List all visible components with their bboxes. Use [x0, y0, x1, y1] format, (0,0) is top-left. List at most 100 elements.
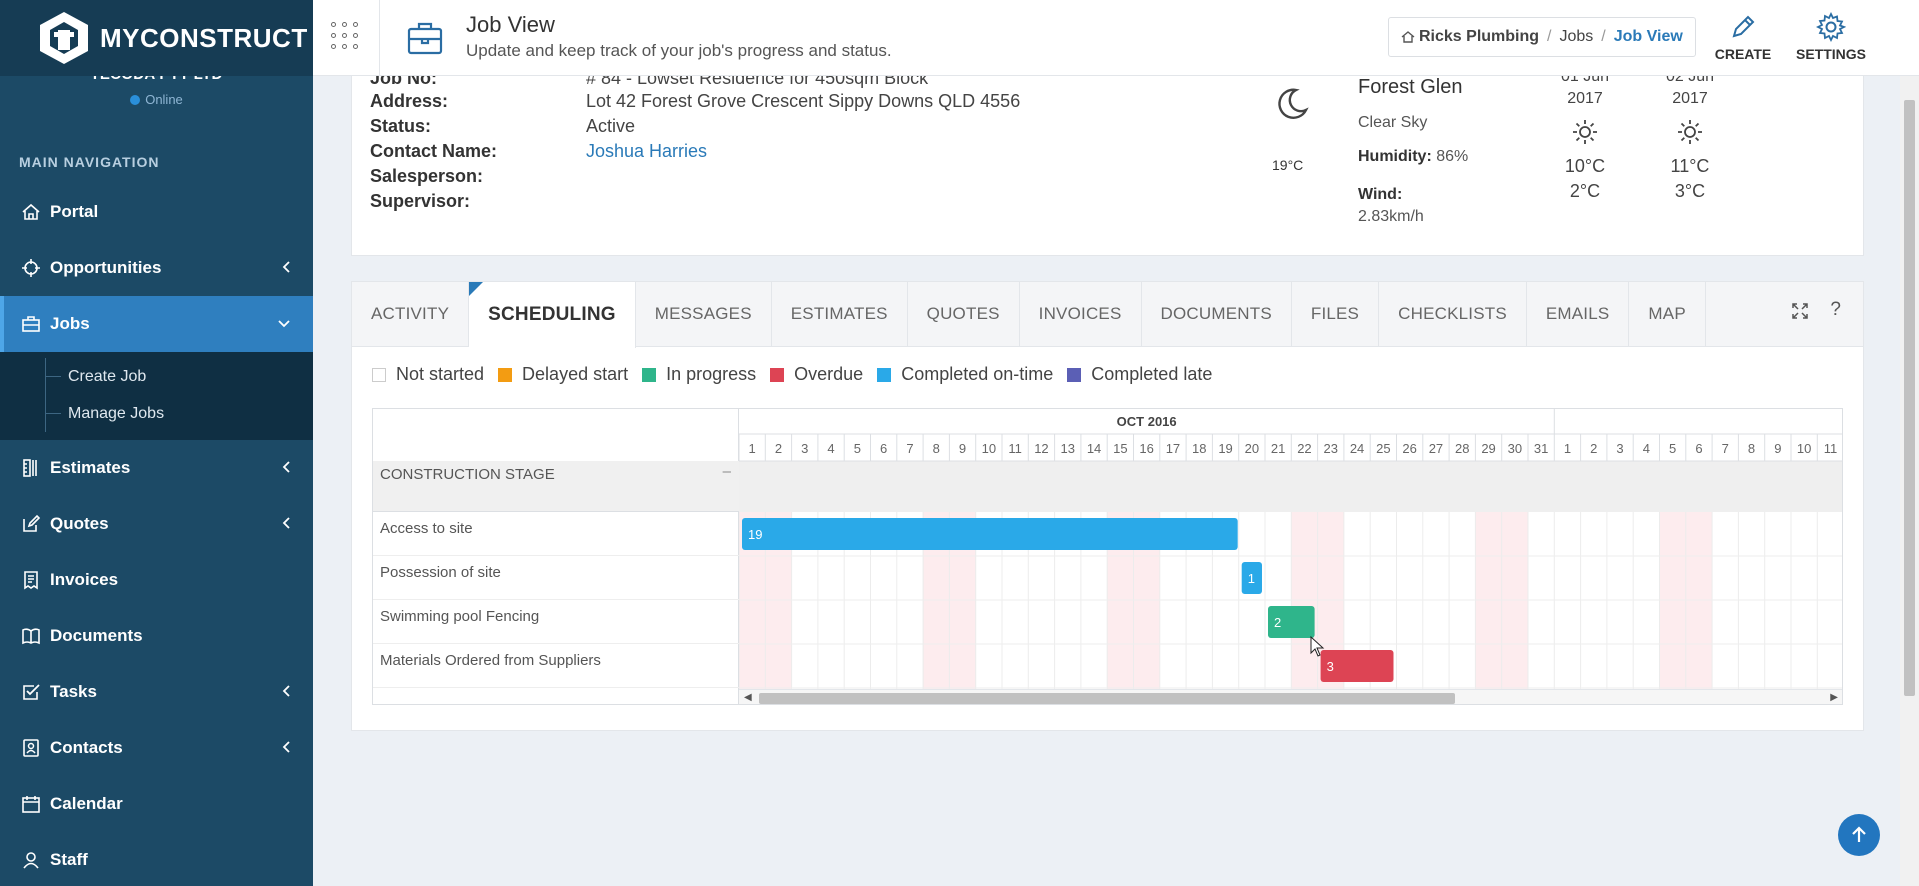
- gantt-group-row[interactable]: CONSTRUCTION STAGE –: [373, 461, 739, 512]
- day-label: 17: [1166, 441, 1180, 456]
- breadcrumb-ricks-plumbing[interactable]: Ricks Plumbing: [1419, 28, 1540, 45]
- tab-messages[interactable]: MESSAGES: [636, 282, 772, 346]
- main-content: Job No: # 84 - Lowset Residence for 450s…: [313, 76, 1900, 886]
- gantt-task-row[interactable]: Access to site: [373, 512, 739, 556]
- chevron-left-icon: [281, 260, 291, 279]
- tab-quotes[interactable]: QUOTES: [908, 282, 1020, 346]
- nav-item-jobs[interactable]: Jobs: [0, 296, 313, 352]
- day-label: 6: [880, 441, 887, 456]
- scroll-right-icon[interactable]: ▶: [1830, 692, 1838, 703]
- help-icon[interactable]: ?: [1830, 299, 1841, 320]
- day-label: 26: [1402, 441, 1416, 456]
- collapse-toggle[interactable]: –: [722, 463, 731, 480]
- gantt-scrollbar[interactable]: ◀ ▶: [739, 689, 1842, 704]
- task-bar: [1320, 650, 1394, 682]
- logo-bar[interactable]: MYCONSTRUCT: [0, 0, 313, 76]
- tab-documents[interactable]: DOCUMENTS: [1142, 282, 1292, 346]
- nav-label: Staff: [50, 850, 88, 869]
- chevron-left-icon: [281, 684, 291, 703]
- sub-item-create-job[interactable]: Create Job: [0, 358, 313, 395]
- day-label: 24: [1350, 441, 1364, 456]
- gantt-task-row[interactable]: Swimming pool Fencing: [373, 600, 739, 644]
- status-legend: Not started Delayed start In progress Ov…: [372, 364, 1226, 385]
- day-label: 1: [749, 441, 756, 456]
- page-scroll-thumb[interactable]: [1904, 100, 1915, 696]
- legend-item: Not started: [372, 364, 484, 385]
- scheduling-panel: ACTIVITY SCHEDULING MESSAGES ESTIMATES Q…: [351, 281, 1864, 731]
- nav-item-invoices[interactable]: Invoices: [0, 552, 313, 608]
- tab-map[interactable]: MAP: [1629, 282, 1706, 346]
- scroll-thumb[interactable]: [759, 693, 1455, 704]
- nav-label: Tasks: [50, 682, 97, 701]
- scroll-left-icon[interactable]: ◀: [744, 692, 752, 703]
- tab-checklists[interactable]: CHECKLISTS: [1379, 282, 1527, 346]
- day-label: 5: [1669, 441, 1676, 456]
- top-bar: Job View Update and keep track of your j…: [313, 0, 1919, 76]
- nav-item-portal[interactable]: Portal: [0, 184, 313, 240]
- day-label: 23: [1324, 441, 1338, 456]
- breadcrumb-jobs[interactable]: Jobs: [1559, 28, 1594, 45]
- create-button[interactable]: CREATE: [1703, 8, 1783, 62]
- nav-label: Portal: [50, 202, 99, 221]
- sidebar: TECODA PTY LTD Online MYCONSTRUCT MAIN N…: [0, 0, 313, 886]
- day-label: 9: [959, 441, 966, 456]
- contact-link[interactable]: Joshua Harries: [586, 141, 708, 161]
- address-value: Lot 42 Forest Grove Crescent Sippy Downs…: [586, 91, 1021, 111]
- nav-item-quotes[interactable]: Quotes: [0, 496, 313, 552]
- tab-files[interactable]: FILES: [1292, 282, 1380, 346]
- forecast-day: 01 Jun 2017 10°C 2°C: [1540, 76, 1630, 204]
- settings-button[interactable]: SETTINGS: [1791, 8, 1871, 62]
- gantt-timeline: 1 2 3 4 5 6 7 8 9 10 11 12 13 14 15 16 17 18 19 20 21 22 23 24 2…: [739, 409, 1842, 704]
- expand-icon[interactable]: [1792, 302, 1809, 325]
- moon-icon: [1274, 86, 1310, 127]
- nav-label: Calendar: [50, 794, 123, 813]
- legend-label: In progress: [666, 364, 757, 384]
- logo-text: MYCONSTRUCT: [100, 22, 308, 53]
- page-scrollbar[interactable]: [1900, 76, 1919, 886]
- checkbox-icon: [20, 681, 42, 703]
- nav-item-estimates[interactable]: Estimates: [0, 440, 313, 496]
- status-value: Active: [586, 116, 636, 136]
- day-label: 15: [1113, 441, 1127, 456]
- tab-invoices[interactable]: INVOICES: [1020, 282, 1142, 346]
- legend-swatch: [372, 367, 386, 382]
- tab-emails[interactable]: EMAILS: [1527, 282, 1630, 346]
- home-icon: [20, 201, 42, 223]
- day-label: 2: [775, 441, 782, 456]
- day-label: 20: [1245, 441, 1259, 456]
- app-grid-icon[interactable]: [331, 22, 361, 52]
- chevron-left-icon: [281, 460, 291, 479]
- legend-swatch: [877, 367, 892, 382]
- day-label: 27: [1429, 441, 1443, 456]
- day-label: 8: [1748, 441, 1755, 456]
- day-label: 3: [801, 441, 808, 456]
- nav-item-contacts[interactable]: Contacts: [0, 720, 313, 776]
- tab-scheduling[interactable]: SCHEDULING: [469, 282, 636, 348]
- nav-item-staff[interactable]: Staff: [0, 832, 313, 886]
- day-label: 13: [1061, 441, 1075, 456]
- task-name: Materials Ordered from Suppliers: [380, 652, 601, 669]
- gantt-svg: 1 2 3 4 5 6 7 8 9 10 11 12 13 14 15 16 17 18 19 20 21 22 23 24 2…: [739, 409, 1842, 689]
- create-label: CREATE: [1714, 46, 1772, 62]
- crosshair-icon: [20, 257, 42, 279]
- scroll-top-button[interactable]: [1838, 814, 1880, 856]
- nav-item-documents[interactable]: Documents: [0, 608, 313, 664]
- day-label: 18: [1192, 441, 1206, 456]
- nav-item-calendar[interactable]: Calendar: [0, 776, 313, 832]
- nav-item-tasks[interactable]: Tasks: [0, 664, 313, 720]
- wind-label: Wind:: [1358, 186, 1403, 203]
- day-label: 7: [1722, 441, 1729, 456]
- nav-item-opportunities[interactable]: Opportunities: [0, 240, 313, 296]
- gantt-task-row[interactable]: Possession of site: [373, 556, 739, 600]
- tab-activity[interactable]: ACTIVITY: [352, 282, 470, 346]
- pencil-icon: [1703, 8, 1783, 46]
- gantt-task-row[interactable]: Materials Ordered from Suppliers: [373, 644, 739, 688]
- job-info-panel: Job No: # 84 - Lowset Residence for 450s…: [351, 76, 1864, 256]
- legend-label: Completed on-time: [901, 364, 1054, 384]
- legend-swatch: [642, 367, 657, 382]
- tab-bar: ACTIVITY SCHEDULING MESSAGES ESTIMATES Q…: [352, 282, 1863, 348]
- sub-item-manage-jobs[interactable]: Manage Jobs: [0, 395, 313, 432]
- day-label: 25: [1376, 441, 1390, 456]
- tab-estimates[interactable]: ESTIMATES: [772, 282, 908, 346]
- forecast-low: 3°C: [1674, 181, 1706, 201]
